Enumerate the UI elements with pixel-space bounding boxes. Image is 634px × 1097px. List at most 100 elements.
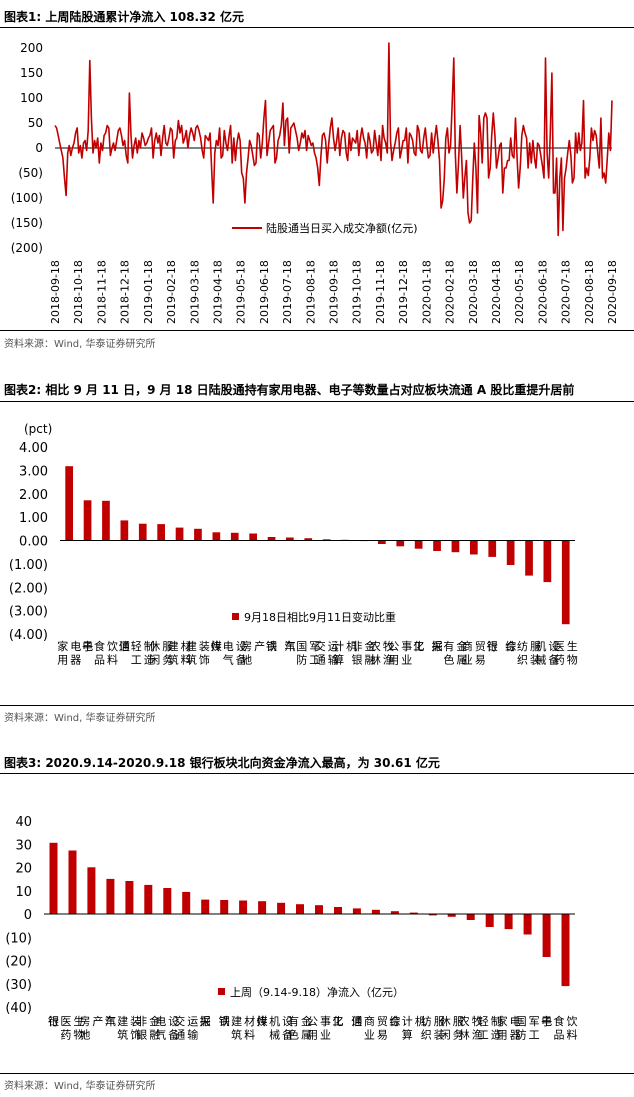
category-label-char: 务 <box>453 1029 464 1042</box>
legend-label: 9月18日相比9月11日变动比重 <box>244 610 396 624</box>
category-label-char: 装 <box>130 1015 141 1028</box>
category-label-char: 设 <box>168 1015 179 1028</box>
category-label-char: 交 <box>315 639 326 653</box>
category-label-char: 军 <box>309 640 320 653</box>
figure3-title: 图表3: 2020.9.14-2020.9.18 银行板块北向资金净流入最高，为… <box>4 756 440 770</box>
category-label-char: 材 <box>181 639 192 653</box>
bar-家用电器 <box>504 914 513 930</box>
category-label-char: 防 <box>516 1028 527 1042</box>
category-label-char: 造 <box>144 653 155 667</box>
x-tick-label: 2020-06-18 <box>536 260 549 324</box>
category-label-char: 用 <box>307 1029 318 1042</box>
category-label-char: 化 <box>332 1014 343 1028</box>
category-label-char: 算 <box>402 1028 413 1042</box>
category-label-char: 饰 <box>130 1028 141 1042</box>
category-label-char: 家 <box>57 639 68 653</box>
category-label-char: 传 <box>211 640 222 653</box>
bar-房地产 <box>249 533 257 541</box>
category-label-char: 备 <box>548 653 559 667</box>
bar-电子 <box>83 500 92 541</box>
category-label-char: 综 <box>389 1014 400 1028</box>
category-label-char: 贸 <box>377 1015 388 1028</box>
category-label-char: 服 <box>453 1015 464 1028</box>
figure1-source: 资料来源：Wind, 华泰证券研究所 <box>4 339 156 350</box>
category-label-char: 织 <box>421 1029 432 1042</box>
y-tick-label: (3.00) <box>9 605 48 620</box>
y-tick-label: 10 <box>15 885 32 900</box>
category-label-char: 用 <box>388 654 399 667</box>
category-label-char: 铁 <box>219 1015 230 1028</box>
y-tick-label: (30) <box>5 978 32 993</box>
category-label-char: 媒 <box>257 1015 268 1028</box>
legend-label: 陆股通当日买入成交净额(亿元) <box>266 221 418 235</box>
bar-化工 <box>414 540 423 549</box>
figure3-bottom-rule <box>0 1073 634 1074</box>
category-label-char: 属 <box>301 1029 312 1042</box>
category-label-char: 属 <box>456 654 467 667</box>
bar-传媒 <box>212 532 221 541</box>
bar-电子 <box>542 914 551 957</box>
category-label-char: 食 <box>94 639 105 653</box>
figure2-source: 资料来源：Wind, 华泰证券研究所 <box>4 713 156 724</box>
category-label-char: 备 <box>168 1028 179 1042</box>
category-label-char: 银 <box>352 653 363 667</box>
category-label-char: 家 <box>497 1014 508 1028</box>
bar-采掘 <box>433 540 441 551</box>
bar-化工 <box>334 907 342 914</box>
category-label-char: 渔 <box>383 654 394 667</box>
category-label-char: 商 <box>462 639 473 653</box>
category-label-char: 机 <box>269 1014 280 1028</box>
category-label-char: 服 <box>530 640 541 653</box>
y-tick-label: (20) <box>5 955 32 970</box>
x-tick-label: 2019-03-18 <box>188 260 201 324</box>
category-label-char: 备 <box>236 653 247 667</box>
bar-银行 <box>49 842 58 914</box>
category-label-char: 业 <box>401 654 412 667</box>
category-label-char: 有 <box>288 1014 299 1028</box>
bar-机械设备 <box>543 540 552 583</box>
category-label-char: 房 <box>79 1015 90 1028</box>
category-label-char: 综 <box>505 639 516 653</box>
category-label-char: 织 <box>517 654 528 667</box>
category-label-char: 地 <box>241 654 252 667</box>
category-label-char: 渔 <box>472 1029 483 1042</box>
x-tick-label: 2019-09-18 <box>328 260 341 324</box>
category-label-char: 牧 <box>383 639 394 653</box>
figure1-title-rule <box>0 27 634 28</box>
figure2-title: 图表2: 相比 9 月 11 日，9 月 18 日陆股通持有家用电器、电子等数量… <box>4 383 575 397</box>
y-tick-label: 30 <box>15 838 32 853</box>
category-label-char: 装 <box>530 654 541 667</box>
x-tick-label: 2019-12-18 <box>397 260 410 324</box>
category-label-char: 气 <box>155 1028 166 1042</box>
bar-钢铁 <box>220 900 229 914</box>
bar-非银金融 <box>144 884 153 914</box>
chart1-line-chart: 200 150 100 50 0 (50) (100) (150) (200) 2018-09-1… <box>11 41 619 324</box>
category-label-char: 饮 <box>567 1015 578 1028</box>
category-label-char: 工 <box>529 1029 540 1042</box>
category-label-char: 计 <box>333 640 344 653</box>
y-tick-label: 3.00 <box>19 464 48 479</box>
category-label-char: 饰 <box>199 653 210 667</box>
bar-家用电器 <box>65 466 73 541</box>
y-tick-label: 100 <box>20 91 43 105</box>
bar-公用事业 <box>315 905 323 914</box>
bar-建筑装饰 <box>194 528 202 541</box>
x-tick-label: 2019-06-18 <box>258 260 271 324</box>
bar-食品饮料 <box>561 914 570 987</box>
bar-通信 <box>120 520 129 541</box>
category-label-char: 产 <box>254 639 265 653</box>
category-label-char: 防 <box>296 653 307 667</box>
bar-休闲服务 <box>447 914 456 917</box>
category-label-char: 轻 <box>478 1014 489 1028</box>
category-label-char: 纺 <box>517 639 528 653</box>
category-label-char: 融 <box>149 1029 160 1042</box>
category-label-char: 饮 <box>107 640 118 653</box>
category-label-char: 林 <box>459 1028 470 1042</box>
category-label-char: 筑 <box>186 653 197 667</box>
category-label-char: 产 <box>92 1014 103 1028</box>
legend-label: 上周（9.14-9.18）净流入（亿元） <box>230 985 404 999</box>
bar-有色金属 <box>451 540 460 553</box>
bar-房地产 <box>87 867 96 914</box>
category-label-char: 融 <box>365 654 376 667</box>
bar-计算机 <box>409 912 418 914</box>
